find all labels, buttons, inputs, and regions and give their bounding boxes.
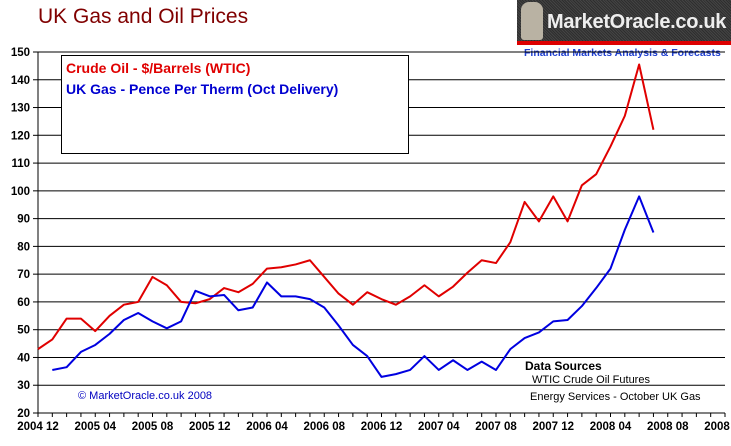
x-tick-labels: 2004 12 2005 04 2005 08 2005 12 2006 04 2006 …	[17, 421, 731, 433]
x-tick-label: 2004 12	[17, 421, 59, 433]
series-lines	[37, 63, 655, 378]
x-tick-label: 2006 12	[361, 421, 403, 433]
data-source-wtic: WTIC Crude Oil Futures	[532, 374, 650, 386]
x-tick-label: 2007 04	[418, 421, 460, 433]
legend: Crude Oil - $/Barrels (WTIC) UK Gas - Pe…	[61, 55, 409, 154]
axes	[33, 51, 726, 417]
y-tick-labels: 20 30 40 50 60 70 80 90 100 110 120 130 140 150	[11, 47, 30, 420]
logo-red-bar	[517, 41, 731, 45]
y-tick-label: 50	[17, 325, 30, 337]
y-tick-label: 140	[11, 75, 30, 87]
x-tick-label: 2007 08	[475, 421, 517, 433]
x-tick-label: 2008 08	[647, 421, 689, 433]
data-sources-title: Data Sources	[525, 359, 602, 373]
y-tick-label: 20	[17, 408, 30, 420]
y-tick-label: 120	[11, 130, 30, 142]
crude-oil-line	[37, 63, 655, 350]
y-tick-label: 100	[11, 186, 30, 198]
y-tick-label: 90	[17, 214, 30, 226]
y-tick-label: 110	[11, 158, 30, 170]
x-tick-label: 2006 08	[303, 421, 345, 433]
data-source-energy-services: Energy Services - October UK Gas	[530, 391, 701, 403]
x-tick-label: 2005 12	[189, 421, 231, 433]
y-tick-label: 150	[11, 47, 30, 59]
x-tick-label: 2006 04	[246, 421, 288, 433]
x-tick-label: 2008 12	[704, 421, 731, 433]
y-tick-label: 60	[17, 297, 30, 309]
y-tick-label: 130	[11, 103, 30, 115]
x-tick-label: 2008 04	[590, 421, 632, 433]
y-tick-label: 70	[17, 269, 30, 281]
marketoracle-logo[interactable]: MarketOracle.co.uk	[517, 0, 731, 45]
x-tick-label: 2005 08	[132, 421, 174, 433]
statue-icon	[521, 2, 543, 40]
legend-item-crude-oil: Crude Oil - $/Barrels (WTIC)	[66, 60, 251, 76]
x-tick-label: 2007 12	[532, 421, 574, 433]
y-tick-label: 40	[17, 352, 30, 364]
tagline[interactable]: Financial Markets Analysis & Forecasts	[524, 47, 721, 59]
y-tick-label: 80	[17, 241, 30, 253]
chart-title: UK Gas and Oil Prices	[38, 5, 249, 28]
uk-gas-line	[52, 195, 655, 378]
legend-item-uk-gas: UK Gas - Pence Per Therm (Oct Delivery)	[66, 81, 339, 97]
logo-text: MarketOracle.co.uk	[547, 11, 727, 33]
x-tick-label: 2005 04	[74, 421, 116, 433]
y-tick-label: 30	[17, 380, 30, 392]
copyright-text: © MarketOracle.co.uk 2008	[78, 390, 213, 402]
